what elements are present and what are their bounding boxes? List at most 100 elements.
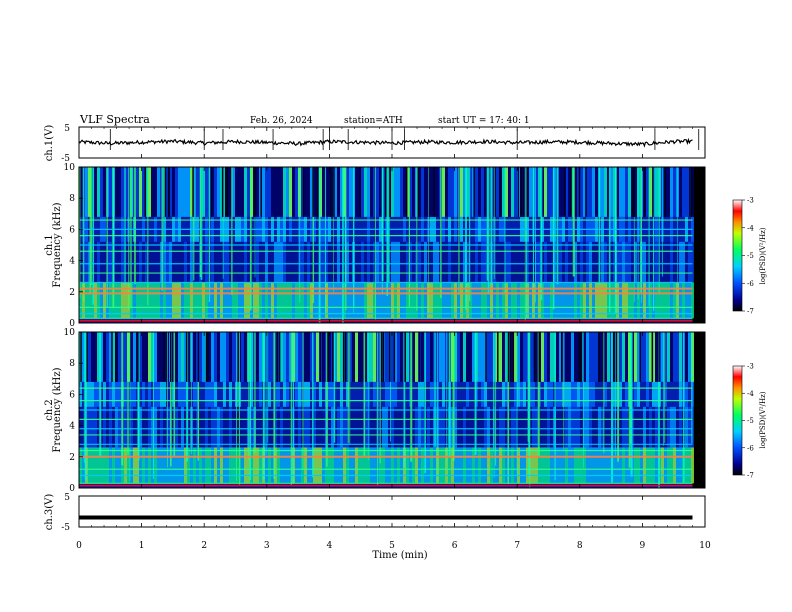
spectrogram-column-base — [619, 447, 622, 484]
spectrogram-column-low — [544, 406, 547, 448]
spectrogram-column-mid — [505, 381, 508, 407]
spectrogram-column — [367, 167, 370, 217]
spectrogram-column-mid — [601, 381, 604, 407]
spectrogram-column-low — [328, 406, 331, 448]
spectrogram-column-low — [520, 241, 523, 283]
spectrogram-column — [553, 332, 556, 382]
spectrogram-column-low — [184, 241, 187, 283]
spectrogram-column — [334, 332, 337, 382]
spectrogram-column-base — [466, 447, 469, 484]
spectrogram-column-low — [148, 406, 151, 448]
spectrogram-column — [520, 332, 523, 382]
spectrogram-column-mid — [130, 381, 133, 407]
spectrogram-column-low — [325, 241, 328, 283]
spectrogram-column-base — [145, 447, 148, 484]
spectrogram-column-mid — [406, 381, 409, 407]
spectrogram-column-mid — [397, 381, 400, 407]
spectrogram-column-base — [442, 447, 445, 484]
spectrogram-column-low — [298, 406, 301, 448]
spectrogram-column-base — [184, 447, 187, 484]
spectrogram-column-base — [313, 447, 316, 484]
spectrogram-column-base — [595, 282, 598, 319]
spectrogram-column-mid — [637, 381, 640, 407]
y-tick-label: 4 — [69, 422, 75, 432]
spectrogram-column-base — [484, 447, 487, 484]
spectrogram-column-base — [133, 447, 136, 484]
spectrogram-column-mid — [217, 381, 220, 407]
spectrogram-column-base — [661, 447, 664, 484]
spectrogram-column-low — [331, 241, 334, 283]
spectrogram-column — [304, 332, 307, 382]
spectrogram-column-mid — [115, 381, 118, 407]
ch2-frequency-label: Frequency (kHz) — [52, 367, 63, 452]
spectrogram-column-low — [565, 406, 568, 448]
spectrogram-column-base — [97, 447, 100, 484]
spectrogram-column-base — [553, 447, 556, 484]
spectrogram-column — [139, 167, 142, 217]
spectrogram-column-base — [559, 447, 562, 484]
spectrogram-column-base — [115, 282, 118, 319]
spectrogram-column-mid — [520, 381, 523, 407]
spectrogram-column-mid — [163, 381, 166, 407]
spectrogram-column-base — [655, 282, 658, 319]
spectrogram-column-base — [499, 282, 502, 319]
spectrogram-column-low — [511, 241, 514, 283]
spectrogram-column-low — [139, 241, 142, 283]
spectrogram-column-low — [508, 406, 511, 448]
spectrogram-column — [307, 332, 310, 382]
ch1-waveform-panel: 5 -5 ch.1(V) — [44, 124, 706, 164]
spectrogram-column-base — [541, 282, 544, 319]
spectrogram-column — [289, 332, 292, 382]
spectrogram-column-base — [652, 447, 655, 484]
spectrogram-column-base — [463, 282, 466, 319]
spectrogram-column-low — [535, 241, 538, 283]
spectrogram-column — [148, 332, 151, 382]
spectrogram-column-base — [121, 282, 124, 319]
spectrogram-column-base — [151, 282, 154, 319]
spectrogram-column-base — [577, 282, 580, 319]
spectrogram-column-low — [631, 241, 634, 283]
spectrogram-column-low — [316, 241, 319, 283]
spectrogram-column-mid — [157, 381, 160, 407]
spectrogram-column-mid — [604, 381, 607, 407]
ch2-colorbar-label: log(PSD)(V²/Hz) — [759, 391, 767, 448]
spectrogram-column-base — [565, 282, 568, 319]
spectrogram-column — [154, 167, 157, 217]
spectrogram-column — [361, 167, 364, 217]
spectrogram-column — [304, 167, 307, 217]
spectrogram-column-base — [568, 282, 571, 319]
spectrogram-column-mid — [175, 381, 178, 407]
spectrogram-column-low — [400, 406, 403, 448]
spectrogram-column-base — [118, 447, 121, 484]
spectrogram-column-base — [490, 282, 493, 319]
spectrogram-column-mid — [352, 381, 355, 407]
spectrogram-column-mid — [589, 381, 592, 407]
spectrogram-column — [391, 332, 394, 382]
spectrogram-column — [352, 332, 355, 382]
spectrogram-column-low — [181, 241, 184, 283]
spectrogram-column-mid — [364, 381, 367, 407]
spectrogram-column-mid — [181, 381, 184, 407]
spectrogram-column-low — [265, 241, 268, 283]
spectrogram-column-base — [616, 282, 619, 319]
spectrogram-column-base — [289, 447, 292, 484]
spectrogram-column-base — [412, 447, 415, 484]
spectrogram-column-mid — [328, 381, 331, 407]
spectrogram-column — [97, 332, 100, 382]
spectrogram-column-low — [595, 241, 598, 283]
spectrogram-column-base — [646, 447, 649, 484]
spectrogram-column-base — [259, 447, 262, 484]
spectrogram-column-base — [208, 447, 211, 484]
spectrogram-column — [481, 167, 484, 217]
spectrogram-column-base — [589, 282, 592, 319]
spectrogram-column-base — [178, 282, 181, 319]
spectrogram-column — [622, 332, 625, 382]
spectrogram-column — [217, 167, 220, 217]
spectrogram-column — [142, 332, 145, 382]
spectrogram-column-base — [253, 447, 256, 484]
spectrogram-column-base — [295, 447, 298, 484]
spectrogram-column-low — [289, 241, 292, 283]
spectrogram-column-base — [670, 282, 673, 319]
spectrogram-column-base — [430, 282, 433, 319]
spectrogram-column-base — [550, 447, 553, 484]
